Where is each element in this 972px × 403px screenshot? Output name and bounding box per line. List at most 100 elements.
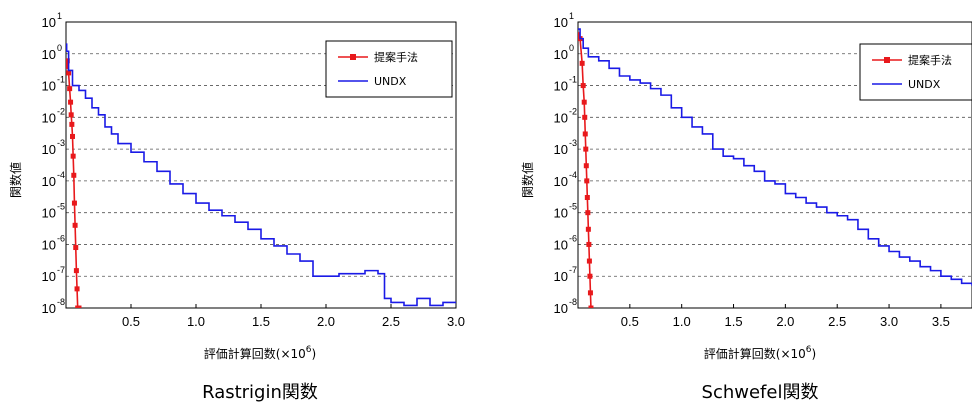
y-tick-exponent: -7	[57, 265, 65, 275]
data-point	[70, 133, 75, 139]
x-tick-label: 1.5	[724, 314, 742, 329]
y-axis-label: 関数値	[8, 162, 23, 198]
y-tick-base: 10	[42, 237, 56, 252]
data-point	[582, 131, 588, 137]
data-point	[72, 222, 78, 228]
y-tick-exponent: 1	[569, 11, 574, 21]
y-tick-base: 10	[554, 110, 568, 125]
x-tick-label: 1.0	[187, 314, 205, 329]
data-point	[587, 290, 593, 296]
series-proposed	[66, 58, 82, 308]
data-point	[71, 200, 77, 206]
y-axis-label: 関数値	[520, 162, 535, 198]
x-tick-label: 2.5	[828, 314, 846, 329]
y-tick-exponent: -8	[57, 297, 65, 307]
y-tick-exponent: -4	[57, 170, 65, 180]
x-tick-label: 2.0	[776, 314, 794, 329]
data-point	[579, 60, 585, 66]
x-tick-label: 3.0	[880, 314, 898, 329]
legend: 提案手法 UNDX	[325, 40, 453, 98]
y-tick-exponent: -2	[57, 106, 65, 116]
data-point	[587, 273, 593, 279]
data-point	[585, 210, 591, 216]
y-tick-exponent: -7	[569, 265, 577, 275]
y-tick-label: 10 -6	[554, 233, 577, 252]
y-tick-label: 10 1	[42, 11, 62, 30]
legend-entry: UNDX	[374, 75, 407, 88]
y-tick-base: 10	[42, 110, 56, 125]
data-point	[584, 195, 590, 201]
y-tick-label: 10 0	[554, 43, 574, 62]
y-tick-exponent: 1	[57, 11, 62, 21]
data-point	[583, 163, 589, 169]
data-point	[69, 121, 75, 127]
y-tick-label: 10 -3	[554, 138, 577, 157]
y-tick-label: 10 -5	[42, 202, 65, 221]
data-point	[581, 99, 587, 105]
x-tick-label: 3.5	[932, 314, 950, 329]
y-tick-exponent: -1	[569, 75, 577, 85]
data-point	[73, 268, 79, 274]
data-point	[68, 112, 74, 118]
data-point	[66, 70, 72, 76]
y-tick-label: 10 -7	[554, 265, 577, 284]
y-tick-label: 10 -1	[554, 75, 577, 94]
data-point	[586, 241, 592, 247]
legend-swatch-marker	[884, 57, 890, 63]
y-tick-label: 10 -7	[42, 265, 65, 284]
data-point	[71, 172, 77, 178]
y-tick-exponent: -5	[57, 202, 65, 212]
y-tick-label: 10 0	[42, 43, 62, 62]
data-point	[578, 32, 581, 38]
y-tick-label: 10 -3	[42, 138, 65, 157]
y-tick-exponent: -5	[569, 202, 577, 212]
y-tick-base: 10	[42, 142, 56, 157]
series-line	[66, 60, 79, 308]
y-tick-label: 10 -4	[554, 170, 577, 189]
x-tick-label: 1.0	[673, 314, 691, 329]
data-point	[66, 63, 69, 69]
y-tick-label: 10 -6	[42, 233, 65, 252]
y-tick-base: 10	[554, 47, 568, 62]
y-tick-label: 10 -2	[42, 106, 65, 125]
y-tick-label: 10 -8	[42, 297, 65, 316]
data-point	[588, 305, 594, 308]
y-tick-base: 10	[42, 301, 56, 316]
x-tick-label: 1.5	[252, 314, 270, 329]
data-point	[582, 114, 588, 120]
y-tick-exponent: 0	[569, 43, 574, 53]
y-tick-base: 10	[554, 15, 568, 30]
legend: 提案手法 UNDX	[859, 43, 972, 101]
y-tick-exponent: -6	[569, 233, 577, 243]
y-tick-base: 10	[554, 301, 568, 316]
legend-entry: UNDX	[908, 78, 941, 91]
y-tick-exponent: -8	[569, 297, 577, 307]
x-axis-label: 評価計算回数(×106)	[204, 345, 316, 361]
data-point	[586, 258, 592, 264]
x-tick-label: 0.5	[621, 314, 639, 329]
data-point	[584, 178, 590, 184]
data-point	[73, 245, 79, 251]
y-tick-label: 10 -4	[42, 170, 65, 189]
legend-entry: 提案手法	[908, 53, 952, 67]
y-tick-base: 10	[42, 269, 56, 284]
series-line	[66, 43, 456, 307]
y-tick-label: 10 -8	[554, 297, 577, 316]
data-point	[70, 153, 76, 159]
y-tick-label: 10 -5	[554, 202, 577, 221]
data-point	[68, 99, 74, 105]
y-tick-exponent: -1	[57, 75, 65, 85]
y-tick-base: 10	[554, 142, 568, 157]
series-line	[578, 34, 592, 308]
x-axis-label: 評価計算回数(×106)	[704, 345, 816, 361]
y-tick-exponent: -3	[57, 138, 65, 148]
chart-caption: Schwefel関数	[702, 382, 819, 403]
y-tick-base: 10	[42, 206, 56, 221]
y-tick-base: 10	[42, 79, 56, 94]
y-tick-base: 10	[554, 269, 568, 284]
y-tick-base: 10	[554, 174, 568, 189]
data-point	[74, 286, 80, 292]
series-undx	[578, 28, 972, 286]
y-tick-base: 10	[554, 237, 568, 252]
